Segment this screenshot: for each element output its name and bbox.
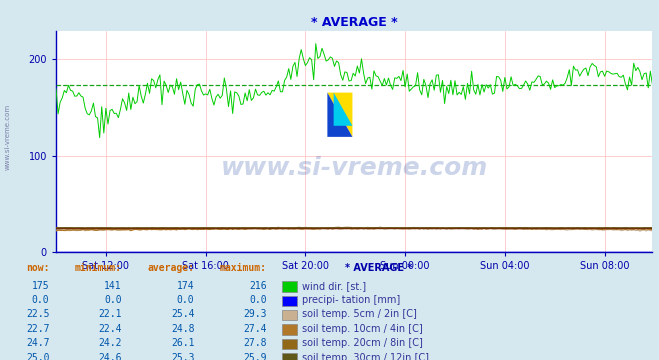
Text: 22.4: 22.4 [98, 324, 122, 334]
Text: 25.3: 25.3 [171, 353, 194, 360]
Text: average:: average: [148, 263, 194, 273]
Polygon shape [333, 93, 353, 126]
Text: www.si-vreme.com: www.si-vreme.com [5, 104, 11, 170]
Bar [282, 281, 297, 292]
Text: 22.1: 22.1 [98, 310, 122, 319]
Text: 0.0: 0.0 [249, 295, 267, 305]
Text: 25.4: 25.4 [171, 310, 194, 319]
Text: 27.8: 27.8 [243, 338, 267, 348]
Polygon shape [328, 93, 353, 137]
Text: soil temp. 5cm / 2in [C]: soil temp. 5cm / 2in [C] [302, 310, 416, 319]
Text: soil temp. 20cm / 8in [C]: soil temp. 20cm / 8in [C] [302, 338, 422, 348]
Text: * AVERAGE *: * AVERAGE * [345, 263, 413, 273]
Text: 24.6: 24.6 [98, 353, 122, 360]
Text: 25.9: 25.9 [243, 353, 267, 360]
Text: 24.7: 24.7 [26, 338, 49, 348]
Text: wind dir. [st.]: wind dir. [st.] [302, 281, 366, 291]
Bar [282, 296, 297, 306]
Text: 22.5: 22.5 [26, 310, 49, 319]
Text: 24.2: 24.2 [98, 338, 122, 348]
Text: 0.0: 0.0 [32, 295, 49, 305]
Text: 29.3: 29.3 [243, 310, 267, 319]
Bar [282, 353, 297, 360]
Text: 0.0: 0.0 [104, 295, 122, 305]
Bar [282, 310, 297, 320]
Text: 0.0: 0.0 [177, 295, 194, 305]
Text: 24.8: 24.8 [171, 324, 194, 334]
Text: maximum:: maximum: [220, 263, 267, 273]
Text: now:: now: [26, 263, 49, 273]
Polygon shape [328, 93, 353, 137]
Text: www.si-vreme.com: www.si-vreme.com [221, 156, 488, 180]
Title: * AVERAGE *: * AVERAGE * [311, 17, 397, 30]
Text: soil temp. 10cm / 4in [C]: soil temp. 10cm / 4in [C] [302, 324, 422, 334]
Text: 216: 216 [249, 281, 267, 291]
Bar [282, 339, 297, 349]
Text: 174: 174 [177, 281, 194, 291]
Bar [282, 324, 297, 335]
Text: 175: 175 [32, 281, 49, 291]
Text: precipi- tation [mm]: precipi- tation [mm] [302, 295, 400, 305]
Text: minimum:: minimum: [75, 263, 122, 273]
Text: 22.7: 22.7 [26, 324, 49, 334]
Text: 141: 141 [104, 281, 122, 291]
Text: 26.1: 26.1 [171, 338, 194, 348]
Text: 27.4: 27.4 [243, 324, 267, 334]
Text: soil temp. 30cm / 12in [C]: soil temp. 30cm / 12in [C] [302, 353, 429, 360]
Text: 25.0: 25.0 [26, 353, 49, 360]
